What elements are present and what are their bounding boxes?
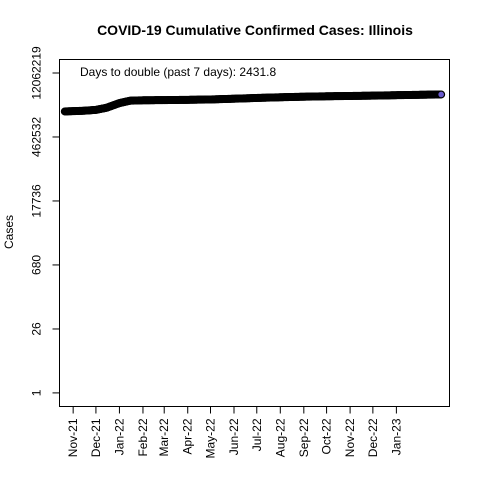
- y-tick-label: 680: [30, 255, 44, 275]
- y-axis: 1 26 680 17736 462532 12062219: [30, 46, 60, 396]
- x-axis: Nov-21 Dec-21 Jan-22 Feb-22 Mar-22 Apr-22 May-…: [66, 406, 403, 459]
- x-tick-label: Jul-22: [250, 418, 264, 451]
- x-tick-label: Dec-21: [89, 418, 103, 457]
- x-tick-label: May-22: [203, 418, 217, 458]
- x-tick-label: Mar-22: [157, 418, 171, 456]
- series-cumulative-cases: [60, 90, 446, 116]
- chart-title: COVID-19 Cumulative Confirmed Cases: Ill…: [97, 22, 413, 38]
- y-tick-label: 17736: [30, 184, 44, 218]
- doubling-annotation: Days to double (past 7 days): 2431.8: [80, 65, 276, 79]
- x-tick-label: Jun-22: [227, 418, 241, 455]
- x-tick-label: Oct-22: [320, 418, 334, 454]
- x-tick-label: Aug-22: [273, 418, 287, 457]
- x-tick-label: Jan-22: [112, 418, 126, 455]
- data-point: [437, 90, 446, 99]
- y-tick-label: 1: [30, 389, 44, 396]
- x-tick-label: Feb-22: [136, 418, 150, 456]
- x-tick-label: Jan-23: [389, 418, 403, 455]
- y-tick-label: 26: [30, 322, 44, 336]
- y-axis-label: Cases: [2, 215, 16, 249]
- y-tick-label: 462532: [30, 117, 44, 157]
- x-tick-label: Dec-22: [366, 418, 380, 457]
- x-tick-label: Apr-22: [181, 418, 195, 454]
- x-tick-label: Sep-22: [297, 418, 311, 457]
- y-tick-label: 12062219: [30, 46, 44, 100]
- x-tick-label: Nov-21: [66, 418, 80, 457]
- plot-area: [59, 59, 450, 407]
- x-tick-label: Nov-22: [343, 418, 357, 457]
